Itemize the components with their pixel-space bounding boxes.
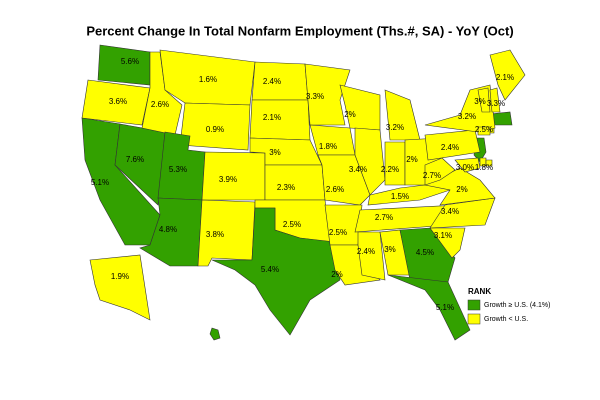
state-shape bbox=[387, 274, 471, 341]
state-shape bbox=[489, 87, 501, 113]
state-label: 3.2% bbox=[458, 112, 476, 121]
labels: 5.6% 3.6% 5.1% 7.6% 2.6% 1.6% 0.9% 5.3% 4.8% 3.9%… bbox=[91, 57, 514, 312]
state-label: 3% bbox=[384, 245, 396, 254]
state-label: 2.6% bbox=[326, 185, 344, 194]
state-label: 3.0% bbox=[456, 163, 474, 172]
state-label: 2.6% bbox=[151, 100, 169, 109]
state-label: 7.6% bbox=[126, 155, 144, 164]
state-label: 2.2% bbox=[381, 165, 399, 174]
state-shape bbox=[81, 79, 151, 126]
state-label: 4.8% bbox=[159, 225, 177, 234]
legend-swatch bbox=[467, 313, 481, 325]
state-label: 2.3% bbox=[277, 183, 295, 192]
state-label: 1.6% bbox=[199, 75, 217, 84]
state-label: 2.5% bbox=[283, 220, 301, 229]
legend: RANK Growth ≥ U.S. (4.1%) Growth < U.S. bbox=[467, 287, 550, 325]
state-shape bbox=[354, 127, 386, 196]
state-shape bbox=[211, 207, 341, 336]
state-label: 3.4% bbox=[441, 207, 459, 216]
state-label: 2.7% bbox=[423, 171, 441, 180]
state-shape bbox=[429, 197, 496, 229]
state-label: 1.8% bbox=[475, 163, 493, 172]
state-shape bbox=[179, 102, 251, 151]
state-label: 0.9% bbox=[206, 125, 224, 134]
state-label: 1.8% bbox=[319, 142, 337, 151]
state-shape bbox=[89, 254, 151, 321]
legend-title: RANK bbox=[468, 287, 491, 296]
state-label: 2.4% bbox=[357, 247, 375, 256]
state-shape bbox=[429, 227, 466, 259]
state-label: 4.5% bbox=[416, 248, 434, 257]
regions bbox=[81, 44, 526, 341]
state-label: 2.1% bbox=[263, 113, 281, 122]
state-label: 5.1% bbox=[436, 303, 454, 312]
state-label: 3.8% bbox=[206, 230, 224, 239]
legend-label: Growth < U.S. bbox=[484, 316, 528, 323]
state-shape bbox=[477, 87, 491, 113]
state-shape bbox=[424, 129, 481, 161]
state-shape bbox=[384, 141, 406, 186]
state-label: 2.5% bbox=[475, 125, 493, 134]
state-shape bbox=[357, 231, 386, 281]
state-label: 1.9% bbox=[111, 272, 129, 281]
state-label: 2.4% bbox=[263, 77, 281, 86]
state-label: 2.4% bbox=[441, 143, 459, 152]
state-label: 5.1% bbox=[91, 178, 109, 187]
state-label: 3.3% bbox=[487, 99, 505, 108]
state-label: 5.3% bbox=[169, 165, 187, 174]
state-label: 3.9% bbox=[219, 175, 237, 184]
state-label: 2% bbox=[344, 110, 356, 119]
state-label: 3% bbox=[269, 148, 281, 157]
state-shape bbox=[454, 157, 481, 173]
state-label: 3.4% bbox=[349, 165, 367, 174]
state-label: 1.5% bbox=[391, 192, 409, 201]
state-label: 3.2% bbox=[386, 123, 404, 132]
state-label: 2% bbox=[456, 185, 468, 194]
legend-swatch bbox=[467, 299, 481, 311]
state-shape bbox=[304, 63, 351, 126]
state-label: 2% bbox=[331, 270, 343, 279]
state-shape bbox=[339, 84, 381, 131]
state-label: 3.1% bbox=[434, 231, 452, 240]
legend-label: Growth ≥ U.S. (4.1%) bbox=[484, 302, 550, 309]
state-shape bbox=[209, 327, 221, 341]
state-label: 2.1% bbox=[496, 73, 514, 82]
state-shape bbox=[489, 49, 526, 101]
state-label: 3% bbox=[474, 97, 486, 106]
state-label: 2.5% bbox=[329, 228, 347, 237]
map-title: Percent Change In Total Nonfarm Employme… bbox=[86, 23, 513, 38]
state-shape bbox=[424, 157, 456, 186]
state-label: 5.6% bbox=[121, 57, 139, 66]
state-shape bbox=[384, 89, 421, 141]
state-shape bbox=[485, 159, 493, 167]
state-label: 3.3% bbox=[306, 92, 324, 101]
state-shape bbox=[477, 126, 491, 136]
state-label: 2% bbox=[406, 155, 418, 164]
state-label: 5.4% bbox=[261, 265, 279, 274]
state-label: 3.6% bbox=[109, 97, 127, 106]
state-label: 2.7% bbox=[375, 213, 393, 222]
